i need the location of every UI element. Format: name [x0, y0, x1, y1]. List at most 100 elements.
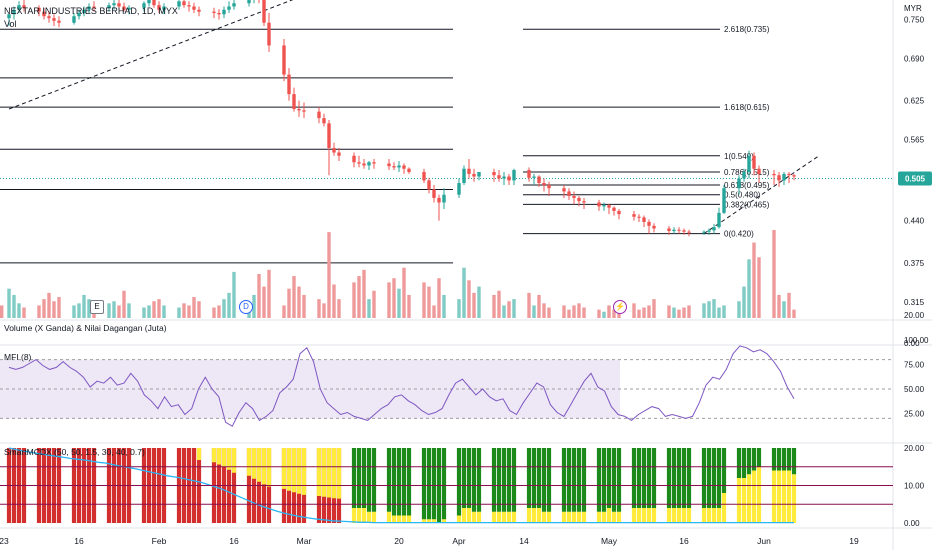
mcdx-yellow-bar: [386, 511, 392, 523]
candle-body: [632, 214, 636, 217]
volume-bar: [82, 294, 86, 318]
mcdx-yellow-bar: [251, 448, 257, 479]
volume-bar: [667, 305, 671, 318]
volume-bar: [582, 307, 586, 318]
candle-body: [317, 111, 321, 119]
mcdx-green-bar: [441, 448, 447, 520]
flash-flag[interactable]: ⚡: [613, 300, 627, 314]
mcdx-green-bar: [756, 448, 762, 467]
candle-body: [147, 0, 151, 4]
mcdx-green-bar: [461, 448, 467, 508]
mcdx-yellow-bar: [496, 511, 502, 523]
trendline[interactable]: [703, 155, 820, 235]
mcdx-yellow-bar: [216, 448, 222, 465]
volume-bar: [792, 309, 796, 318]
mcdx-yellow-bar: [356, 508, 362, 523]
volume-bar: [52, 301, 56, 318]
candle-body: [757, 168, 761, 174]
candle-body: [297, 109, 301, 111]
mcdx-yellow-bar: [226, 448, 232, 470]
volume-bar: [282, 305, 286, 318]
volume-bar: [232, 271, 236, 318]
mcdx-green-bar: [496, 448, 502, 512]
candle-body: [507, 176, 511, 181]
mcdx-yellow-bar: [666, 508, 672, 523]
mcdx-green-bar: [751, 448, 757, 471]
mcdx-green-bar: [771, 448, 777, 471]
mcdx-yellow-bar: [721, 493, 727, 523]
mcdx-axis-tick: 0.00: [904, 519, 920, 528]
mcdx-green-bar: [741, 448, 747, 478]
mcdx-yellow-bar: [736, 478, 742, 523]
candle-body: [92, 6, 96, 8]
candle-body: [672, 229, 676, 232]
time-axis-tick: Mar: [297, 536, 312, 546]
mcdx-yellow-bar: [536, 508, 542, 523]
volume-bar: [652, 299, 656, 318]
volume-bar: [317, 299, 321, 318]
volume-bar: [747, 259, 751, 318]
candle-body: [362, 163, 366, 166]
volume-bar: [422, 282, 426, 318]
mcdx-green-bar: [606, 448, 612, 508]
trendline[interactable]: [8, 0, 339, 110]
mcdx-yellow-bar: [596, 511, 602, 523]
mcdx-yellow-bar: [641, 508, 647, 523]
candle-body: [772, 173, 776, 176]
mcdx-green-bar: [421, 448, 427, 520]
mcdx-yellow-bar: [286, 448, 292, 491]
mcdx-yellow-bar: [326, 448, 332, 498]
mcdx-green-bar: [676, 448, 682, 508]
volume-pane-axis: 0.00: [904, 339, 920, 348]
volume-bar: [787, 292, 791, 318]
mcdx-yellow-bar: [336, 448, 342, 499]
volume-bar: [117, 305, 121, 318]
last-price-label: 0.505: [905, 174, 926, 183]
volume-bar: [427, 286, 431, 318]
candle-body: [142, 3, 146, 8]
price-axis-tick: 0.440: [904, 217, 925, 226]
candle-body: [582, 201, 586, 203]
mcdx-green-bar: [506, 448, 512, 512]
mcdx-yellow-bar: [461, 508, 467, 523]
candle-body: [617, 210, 621, 215]
dividend-flag[interactable]: D: [239, 300, 253, 314]
volume-pane-title: Volume (X Ganda) & Nilai Dagangan (Juta): [4, 323, 167, 333]
mcdx-yellow-bar: [391, 515, 397, 523]
candle-body: [217, 12, 221, 15]
volume-bar: [327, 232, 331, 318]
candle-body: [192, 6, 196, 10]
mcdx-green-bar: [471, 448, 477, 512]
volume-bar: [12, 294, 16, 318]
volume-bar: [527, 292, 531, 318]
volume-bar: [677, 309, 681, 318]
volume-bar: [717, 307, 721, 318]
volume-bar: [577, 303, 581, 318]
mcdx-yellow-bar: [541, 511, 547, 523]
earnings-flag[interactable]: E: [90, 300, 104, 314]
volume-bar: [507, 301, 511, 318]
mcdx-green-bar: [366, 448, 372, 512]
volume-bar: [367, 299, 371, 318]
candle-body: [597, 202, 601, 207]
volume-bar: [492, 294, 496, 318]
candle-body: [702, 231, 706, 233]
volume-bar: [22, 307, 26, 318]
price-axis-tick: 0.375: [904, 259, 925, 268]
volume-bar: [497, 290, 501, 318]
candle-body: [262, 0, 266, 23]
candle-body: [472, 173, 476, 177]
candle-body: [497, 175, 501, 179]
mcdx-yellow-bar: [441, 519, 447, 523]
mcdx-green-bar: [541, 448, 547, 512]
mcdx-yellow-bar: [571, 511, 577, 523]
volume-bar: [402, 267, 406, 318]
candle-body: [187, 5, 191, 7]
volume-bar: [257, 274, 261, 318]
candle-body: [777, 175, 781, 181]
mcdx-yellow-bar: [711, 508, 717, 523]
candle-body: [77, 12, 81, 17]
mcdx-yellow-bar: [351, 508, 357, 523]
volume-bar: [467, 280, 471, 318]
